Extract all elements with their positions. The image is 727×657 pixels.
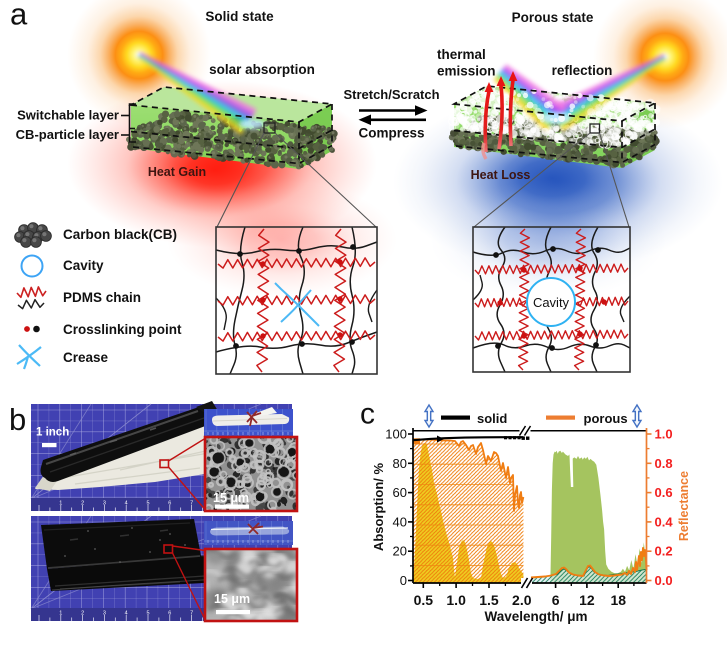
- svg-text:CB-particle layer: CB-particle layer: [16, 127, 119, 142]
- svg-text:Crosslinking point: Crosslinking point: [63, 322, 182, 337]
- svg-text:0.5: 0.5: [414, 592, 434, 608]
- svg-text:60: 60: [393, 485, 407, 500]
- svg-text:1.0: 1.0: [655, 427, 673, 442]
- svg-text:5: 5: [146, 611, 149, 617]
- svg-text:Reflectance: Reflectance: [677, 471, 691, 541]
- svg-text:0.0: 0.0: [655, 573, 673, 588]
- svg-text:Cavity: Cavity: [533, 295, 570, 310]
- svg-text:15 μm: 15 μm: [213, 491, 249, 505]
- svg-text:2: 2: [81, 611, 84, 617]
- svg-text:PDMS chain: PDMS chain: [63, 290, 141, 305]
- svg-text:3: 3: [103, 611, 106, 617]
- svg-text:6: 6: [168, 611, 171, 617]
- svg-text:a: a: [10, 0, 28, 32]
- svg-text:Solid state: Solid state: [205, 9, 274, 24]
- svg-text:0: 0: [400, 573, 407, 588]
- svg-text:1.5: 1.5: [479, 592, 499, 608]
- svg-text:0.6: 0.6: [655, 485, 673, 500]
- svg-text:c: c: [360, 398, 375, 431]
- svg-text:0.4: 0.4: [655, 514, 674, 529]
- svg-text:20: 20: [393, 544, 407, 559]
- svg-text:40: 40: [393, 514, 407, 529]
- svg-text:5: 5: [146, 501, 149, 507]
- svg-text:100: 100: [385, 427, 407, 442]
- svg-text:Heat Gain: Heat Gain: [148, 165, 206, 179]
- svg-text:Heat Loss: Heat Loss: [471, 168, 531, 182]
- svg-text:Wavelength/ μm: Wavelength/ μm: [484, 609, 587, 624]
- svg-text:0.2: 0.2: [655, 544, 673, 559]
- svg-text:thermal: thermal: [437, 47, 486, 62]
- svg-text:7: 7: [190, 611, 193, 617]
- svg-text:Cavity: Cavity: [63, 258, 104, 273]
- svg-text:b: b: [9, 402, 26, 437]
- svg-text:emission: emission: [437, 64, 496, 79]
- svg-text:6: 6: [168, 501, 171, 507]
- svg-text:2: 2: [81, 501, 84, 507]
- svg-text:Compress: Compress: [358, 126, 424, 141]
- svg-text:7: 7: [190, 501, 193, 507]
- svg-text:1: 1: [59, 611, 62, 617]
- svg-text:solid: solid: [477, 411, 507, 426]
- svg-text:4: 4: [125, 611, 128, 617]
- svg-text:1: 1: [59, 501, 62, 507]
- svg-text:Absorption/ %: Absorption/ %: [371, 463, 386, 552]
- svg-text:4: 4: [125, 501, 128, 507]
- svg-text:Carbon black(CB): Carbon black(CB): [63, 227, 177, 242]
- svg-text:2.0: 2.0: [512, 592, 532, 608]
- svg-text:3: 3: [103, 501, 106, 507]
- svg-text:reflection: reflection: [552, 63, 613, 78]
- svg-text:15 μm: 15 μm: [214, 592, 250, 606]
- svg-text:80: 80: [393, 456, 407, 471]
- svg-text:Stretch/Scratch: Stretch/Scratch: [343, 87, 439, 102]
- svg-text:0.8: 0.8: [655, 456, 673, 471]
- svg-text:18: 18: [610, 592, 626, 608]
- svg-text:1.0: 1.0: [446, 592, 466, 608]
- svg-text:12: 12: [579, 592, 595, 608]
- svg-text:porous: porous: [584, 411, 628, 426]
- svg-text:6: 6: [552, 592, 560, 608]
- svg-text:Switchable layer: Switchable layer: [17, 108, 119, 123]
- svg-text:solar absorption: solar absorption: [209, 62, 315, 77]
- svg-text:1 inch: 1 inch: [36, 427, 69, 439]
- svg-text:Porous state: Porous state: [512, 10, 594, 25]
- svg-text:Crease: Crease: [63, 350, 109, 365]
